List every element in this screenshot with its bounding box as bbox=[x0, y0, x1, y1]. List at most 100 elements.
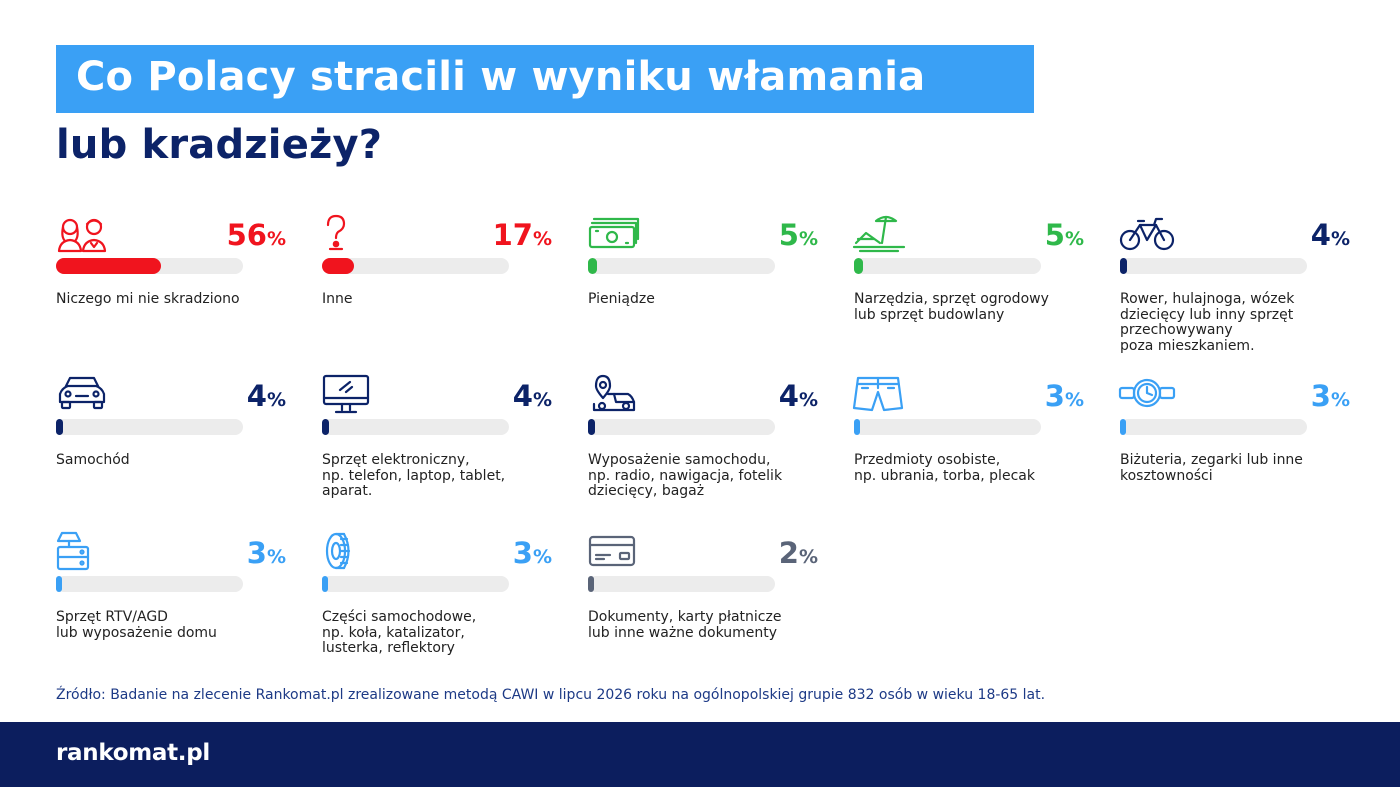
bar-track bbox=[56, 258, 243, 274]
title-band bbox=[56, 45, 1034, 113]
category-label: Inne bbox=[322, 291, 353, 307]
people-icon bbox=[56, 213, 112, 253]
bar-track bbox=[322, 419, 509, 435]
data-label-unit: % bbox=[1064, 389, 1084, 411]
data-label: 17% bbox=[493, 219, 552, 255]
bar bbox=[1120, 419, 1126, 435]
bar-track bbox=[56, 419, 243, 435]
data-label-unit: % bbox=[1330, 389, 1350, 411]
chart-item: 3% Części samochodowe, np. koła, kataliza… bbox=[322, 531, 552, 671]
chart-item: 3% Przedmioty osobiste, np. ubrania, torb… bbox=[852, 374, 1084, 514]
data-label-unit: % bbox=[266, 389, 286, 411]
car-icon bbox=[56, 374, 112, 414]
data-label: 5% bbox=[779, 219, 818, 255]
bicycle-icon bbox=[1119, 213, 1176, 253]
bar-track bbox=[56, 576, 243, 592]
bar-track bbox=[854, 258, 1041, 274]
data-label-value: 4 bbox=[246, 379, 267, 413]
data-label: 4% bbox=[1311, 219, 1350, 255]
bar bbox=[588, 419, 596, 435]
chart-item: 3% Biżuteria, zegarki lub inne kosztownoś… bbox=[1118, 374, 1350, 514]
tv-appliance-icon bbox=[56, 531, 112, 571]
bar-track bbox=[322, 576, 509, 592]
data-label-value: 2 bbox=[778, 536, 799, 570]
payment-card-icon bbox=[588, 531, 644, 571]
data-label: 4% bbox=[247, 380, 286, 416]
bar-track bbox=[588, 419, 775, 435]
chart-item: 3% Sprzęt RTV/AGD lub wyposażenie domu bbox=[56, 531, 286, 671]
shorts-icon bbox=[852, 374, 910, 414]
category-label: Sprzęt elektroniczny, np. telefon, lapto… bbox=[322, 452, 506, 499]
wristwatch-icon bbox=[1118, 374, 1176, 414]
source-note: Źródło: Badanie na zlecenie Rankomat.pl … bbox=[56, 687, 1046, 703]
data-label-unit: % bbox=[532, 546, 552, 568]
category-label: Samochód bbox=[56, 452, 130, 468]
bar-track bbox=[854, 419, 1041, 435]
category-label: Narzędzia, sprzęt ogrodowy lub sprzęt bu… bbox=[854, 291, 1049, 323]
data-label-unit: % bbox=[798, 546, 818, 568]
data-label: 4% bbox=[779, 380, 818, 416]
data-label-value: 5 bbox=[778, 218, 799, 252]
bar bbox=[854, 258, 864, 274]
data-label-value: 4 bbox=[778, 379, 799, 413]
data-label-value: 17 bbox=[492, 218, 533, 252]
bar-track bbox=[588, 576, 775, 592]
data-label-unit: % bbox=[1330, 228, 1350, 250]
logo: rankomat.pl bbox=[56, 740, 210, 766]
data-label: 4% bbox=[513, 380, 552, 416]
footer-bar: rankomat.pl bbox=[0, 722, 1400, 787]
bar-track bbox=[588, 258, 775, 274]
chart-item: 17% Inne bbox=[322, 213, 552, 353]
bar-track bbox=[1120, 258, 1307, 274]
category-label: Biżuteria, zegarki lub inne kosztowności bbox=[1120, 452, 1303, 484]
bar bbox=[854, 419, 860, 435]
data-label: 2% bbox=[779, 537, 818, 573]
data-label: 56% bbox=[227, 219, 286, 255]
bar bbox=[56, 419, 64, 435]
chart-item: 5% Pieniądze bbox=[588, 213, 818, 353]
data-label-value: 3 bbox=[1310, 379, 1331, 413]
data-label-value: 5 bbox=[1044, 218, 1065, 252]
chart-item: 4% Wyposażenie samochodu, np. radio, nawi… bbox=[588, 374, 818, 514]
category-label: Dokumenty, karty płatnicze lub inne ważn… bbox=[588, 609, 782, 641]
bar-track bbox=[1120, 419, 1307, 435]
data-label-value: 4 bbox=[512, 379, 533, 413]
data-label-value: 3 bbox=[512, 536, 533, 570]
chart-item: 2% Dokumenty, karty płatnicze lub inne wa… bbox=[588, 531, 818, 671]
data-label-unit: % bbox=[798, 389, 818, 411]
data-label-unit: % bbox=[266, 228, 286, 250]
chart-item: 4% Rower, hulajnoga, wózek dziecięcy lub … bbox=[1119, 213, 1350, 353]
beach-tools-icon bbox=[852, 213, 910, 253]
page-title-line2: lub kradzieży? bbox=[56, 122, 383, 168]
category-label: Rower, hulajnoga, wózek dziecięcy lub in… bbox=[1120, 291, 1295, 354]
category-label: Wyposażenie samochodu, np. radio, nawiga… bbox=[588, 452, 783, 499]
data-label: 3% bbox=[513, 537, 552, 573]
chart-item: 56% Niczego mi nie skradziono bbox=[56, 213, 286, 353]
tire-icon bbox=[322, 531, 378, 571]
page-title: Co Polacy stracili w wyniku włamania bbox=[76, 54, 926, 100]
data-label-unit: % bbox=[266, 546, 286, 568]
chart-item: 4% Samochód bbox=[56, 374, 286, 514]
bar-track bbox=[322, 258, 509, 274]
data-label: 3% bbox=[1045, 380, 1084, 416]
category-label: Przedmioty osobiste, np. ubrania, torba,… bbox=[854, 452, 1035, 484]
bar bbox=[56, 258, 161, 274]
data-label: 5% bbox=[1045, 219, 1084, 255]
bar bbox=[322, 419, 330, 435]
category-label: Części samochodowe, np. koła, katalizato… bbox=[322, 609, 477, 656]
data-label-value: 56 bbox=[226, 218, 267, 252]
data-label-unit: % bbox=[532, 228, 552, 250]
data-label-unit: % bbox=[798, 228, 818, 250]
category-label: Niczego mi nie skradziono bbox=[56, 291, 240, 307]
chart-item: 5% Narzędzia, sprzęt ogrodowy lub sprzęt … bbox=[852, 213, 1084, 353]
bar bbox=[1120, 258, 1128, 274]
bar bbox=[56, 576, 62, 592]
bar bbox=[322, 258, 354, 274]
banknotes-icon bbox=[588, 213, 644, 253]
data-label-value: 3 bbox=[246, 536, 267, 570]
bar bbox=[322, 576, 328, 592]
bar bbox=[588, 576, 594, 592]
data-label-unit: % bbox=[532, 389, 552, 411]
data-label-value: 4 bbox=[1310, 218, 1331, 252]
category-label: Sprzęt RTV/AGD lub wyposażenie domu bbox=[56, 609, 217, 641]
